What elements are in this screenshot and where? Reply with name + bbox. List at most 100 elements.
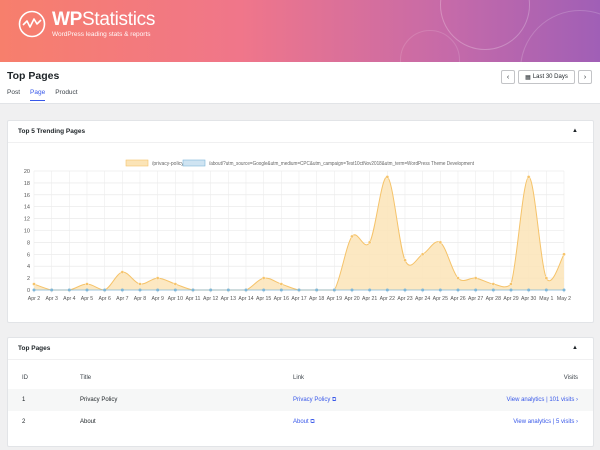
x-tick-label: Apr 14 (238, 296, 253, 302)
data-point-privacy-policy (138, 282, 142, 286)
data-point-about (527, 288, 531, 292)
data-point-about (491, 288, 495, 292)
tab-page[interactable]: Page (30, 89, 46, 101)
x-tick-label: Apr 26 (450, 296, 465, 302)
view-analytics-link[interactable]: View analytics | 5 visits › (513, 419, 578, 425)
data-point-privacy-policy (403, 258, 407, 263)
y-tick-label: 18 (24, 181, 30, 187)
data-point-about (421, 288, 425, 292)
x-tick-label: Apr 6 (98, 296, 111, 302)
x-tick-label: Apr 2 (28, 296, 41, 302)
data-point-privacy-policy (350, 234, 354, 239)
data-point-privacy-policy (85, 282, 89, 286)
row-link[interactable]: About ⧉ (293, 419, 315, 426)
x-tick-label: Apr 22 (380, 296, 395, 302)
header-banner: WPStatistics WordPress leading stats & r… (0, 0, 600, 62)
card-title: Top Pages (18, 345, 51, 352)
tab-post[interactable]: Post (7, 89, 21, 96)
page-link[interactable]: Privacy Policy (293, 397, 331, 403)
data-point-about (209, 288, 213, 292)
table-header-row: ID Title Link Visits (8, 367, 593, 389)
data-point-about (103, 288, 107, 292)
chevron-left-icon: ‹ (506, 73, 510, 81)
x-tick-label: Apr 29 (503, 296, 518, 302)
wp-statistics-logo[interactable]: WPStatistics WordPress leading stats & r… (18, 10, 155, 38)
x-tick-label: Apr 19 (327, 296, 342, 302)
decorative-circle (520, 10, 600, 62)
table-row: 1 Privacy Policy Privacy Policy ⧉ View a… (8, 389, 593, 411)
y-axis-ticks: 0 2 4 6 8 10 12 14 16 18 20 (24, 169, 30, 294)
x-tick-label: Apr 21 (362, 296, 377, 302)
data-point-privacy-policy (420, 252, 425, 257)
data-point-privacy-policy (509, 282, 513, 286)
row-link[interactable]: Privacy Policy ⧉ (293, 397, 336, 404)
data-point-privacy-policy (385, 175, 390, 179)
collapse-caret-icon[interactable]: ▲ (572, 345, 578, 351)
data-point-about (297, 288, 301, 292)
x-tick-label: Apr 28 (486, 296, 501, 302)
row-id: 1 (22, 397, 26, 403)
x-tick-label: Apr 7 (116, 296, 129, 302)
data-point-about (544, 288, 548, 292)
row-id: 2 (22, 419, 26, 425)
legend-label-about: /about/?utm_source=Google&utm_medium=CPC… (209, 161, 475, 167)
page-title: Top Pages (7, 70, 60, 82)
y-tick-label: 4 (27, 264, 30, 270)
y-tick-label: 2 (27, 276, 30, 282)
brand-tagline: WordPress leading stats & reports (52, 31, 151, 38)
data-point-about (262, 288, 266, 292)
data-point-about (438, 288, 442, 292)
x-tick-label: Apr 12 (203, 296, 218, 302)
table-row: 2 About About ⧉ View analytics | 5 visit… (8, 411, 593, 433)
date-range-picker[interactable]: ▦ Last 30 Days (518, 70, 575, 84)
legend-label-privacy-policy: /privacy-policy/ (152, 161, 186, 167)
data-point-about (120, 288, 124, 292)
x-tick-label: Apr 27 (468, 296, 483, 302)
trending-pages-chart: /privacy-policy/ /about/?utm_source=Googl… (24, 159, 571, 302)
data-point-privacy-policy (456, 276, 460, 280)
x-tick-label: Apr 20 (344, 296, 359, 302)
column-header-visits: Visits (563, 375, 578, 381)
data-point-privacy-policy (367, 240, 372, 245)
data-point-about (50, 288, 54, 292)
data-point-about (332, 288, 336, 292)
x-axis-ticks: Apr 2 Apr 3 Apr 4 Apr 5 Apr 6 Apr 7 Apr 8 Apr 9… (28, 296, 571, 302)
data-point-about (85, 288, 89, 292)
data-point-about (191, 288, 195, 292)
data-point-about (226, 288, 230, 292)
chart-legend: /privacy-policy/ /about/?utm_source=Googl… (125, 159, 475, 167)
brand-name: WPStatistics (52, 9, 156, 30)
date-range-control: ‹ ▦ Last 30 Days › (501, 70, 592, 84)
view-analytics-link[interactable]: View analytics | 101 visits › (506, 397, 578, 403)
trending-pages-card: Top 5 Trending Pages ▲ /privacy-policy//… (7, 120, 594, 323)
collapse-caret-icon[interactable]: ▲ (572, 128, 578, 134)
data-point-privacy-policy (120, 270, 125, 274)
x-tick-label: May 1 (539, 296, 553, 302)
data-point-about (173, 288, 177, 292)
data-point-privacy-policy (491, 282, 496, 286)
x-tick-label: Apr 4 (63, 296, 76, 302)
x-tick-label: Apr 16 (274, 296, 289, 302)
data-point-about (385, 288, 389, 292)
column-header-link: Link (293, 375, 305, 381)
data-point-privacy-policy (261, 276, 266, 280)
column-header-id: ID (22, 375, 28, 381)
y-tick-label: 8 (27, 240, 30, 246)
x-tick-label: Apr 3 (45, 296, 58, 302)
x-tick-label: Apr 23 (397, 296, 412, 302)
data-point-about (562, 288, 566, 292)
x-tick-label: Apr 25 (433, 296, 448, 302)
data-point-about (244, 288, 248, 292)
page-link[interactable]: About (293, 419, 309, 425)
card-header: Top Pages ▲ (8, 338, 593, 360)
card-header: Top 5 Trending Pages ▲ (8, 121, 593, 143)
prev-range-button[interactable]: ‹ (501, 70, 515, 84)
x-tick-label: Apr 5 (81, 296, 94, 302)
row-title: About (80, 419, 96, 425)
tab-product[interactable]: Product (55, 89, 78, 96)
data-point-about (350, 288, 354, 292)
x-tick-label: Apr 30 (521, 296, 536, 302)
data-point-about (279, 288, 283, 292)
next-range-button[interactable]: › (578, 70, 592, 84)
y-tick-label: 12 (24, 217, 30, 223)
